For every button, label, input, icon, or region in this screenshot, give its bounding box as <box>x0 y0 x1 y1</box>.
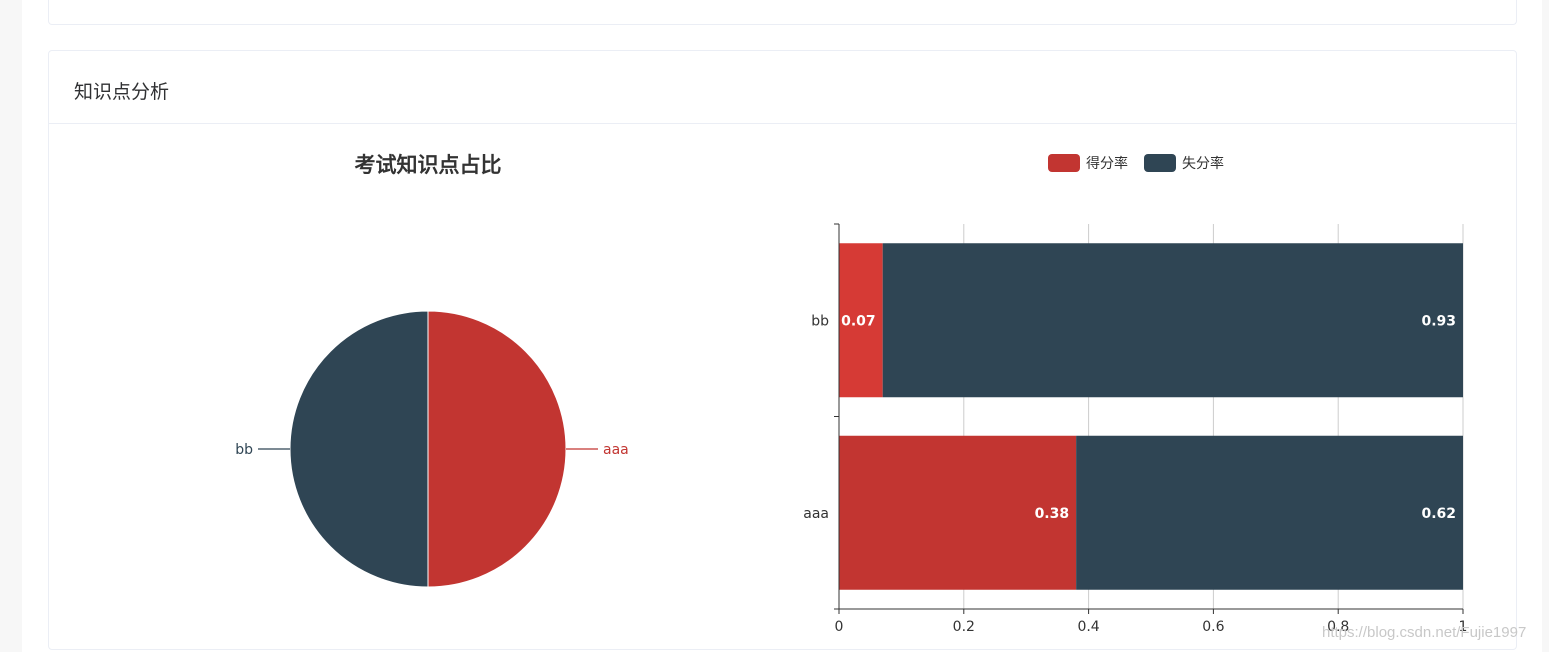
watermark: https://blog.csdn.net/Fujie1997 <box>1322 624 1527 641</box>
pie-label-aaa: aaa <box>603 442 629 458</box>
y-tick-label-aaa: aaa <box>803 506 829 522</box>
x-tick-label-1: 0.2 <box>953 619 975 635</box>
y-tick-label-bb: bb <box>811 313 829 329</box>
bar-value-label-aaa-0: 0.38 <box>1035 506 1070 522</box>
legend-label-1: 失分率 <box>1182 155 1224 172</box>
x-tick-label-5: 1 <box>1459 619 1468 635</box>
bar-value-label-aaa-1: 0.62 <box>1421 506 1456 522</box>
legend-swatch-1 <box>1144 154 1176 172</box>
bar-bb-1 <box>882 243 1463 398</box>
bar-bb-0 <box>839 243 883 398</box>
x-tick-label-2: 0.4 <box>1077 619 1099 635</box>
x-tick-label-0: 0 <box>835 619 844 635</box>
card-header: 知识点分析 <box>49 51 1516 124</box>
x-tick-label-4: 0.8 <box>1327 619 1349 635</box>
pie-title: 考试知识点占比 <box>355 153 502 177</box>
x-tick-label-3: 0.6 <box>1202 619 1224 635</box>
pie-slice-bb <box>289 310 429 588</box>
bar-aaa-0 <box>839 435 1077 590</box>
bar-value-label-bb-0: 0.07 <box>841 313 876 329</box>
bar-value-label-bb-1: 0.93 <box>1421 313 1456 329</box>
pie-chart: 考试知识点占比 aaa bb <box>235 153 629 588</box>
legend-label-0: 得分率 <box>1086 155 1128 172</box>
pie-label-bb: bb <box>235 442 253 458</box>
card-title: 知识点分析 <box>74 81 170 103</box>
pie-slice-aaa <box>427 310 567 588</box>
top-card <box>48 0 1517 25</box>
legend-swatch-0 <box>1048 154 1080 172</box>
bar-aaa-1 <box>1076 435 1463 590</box>
